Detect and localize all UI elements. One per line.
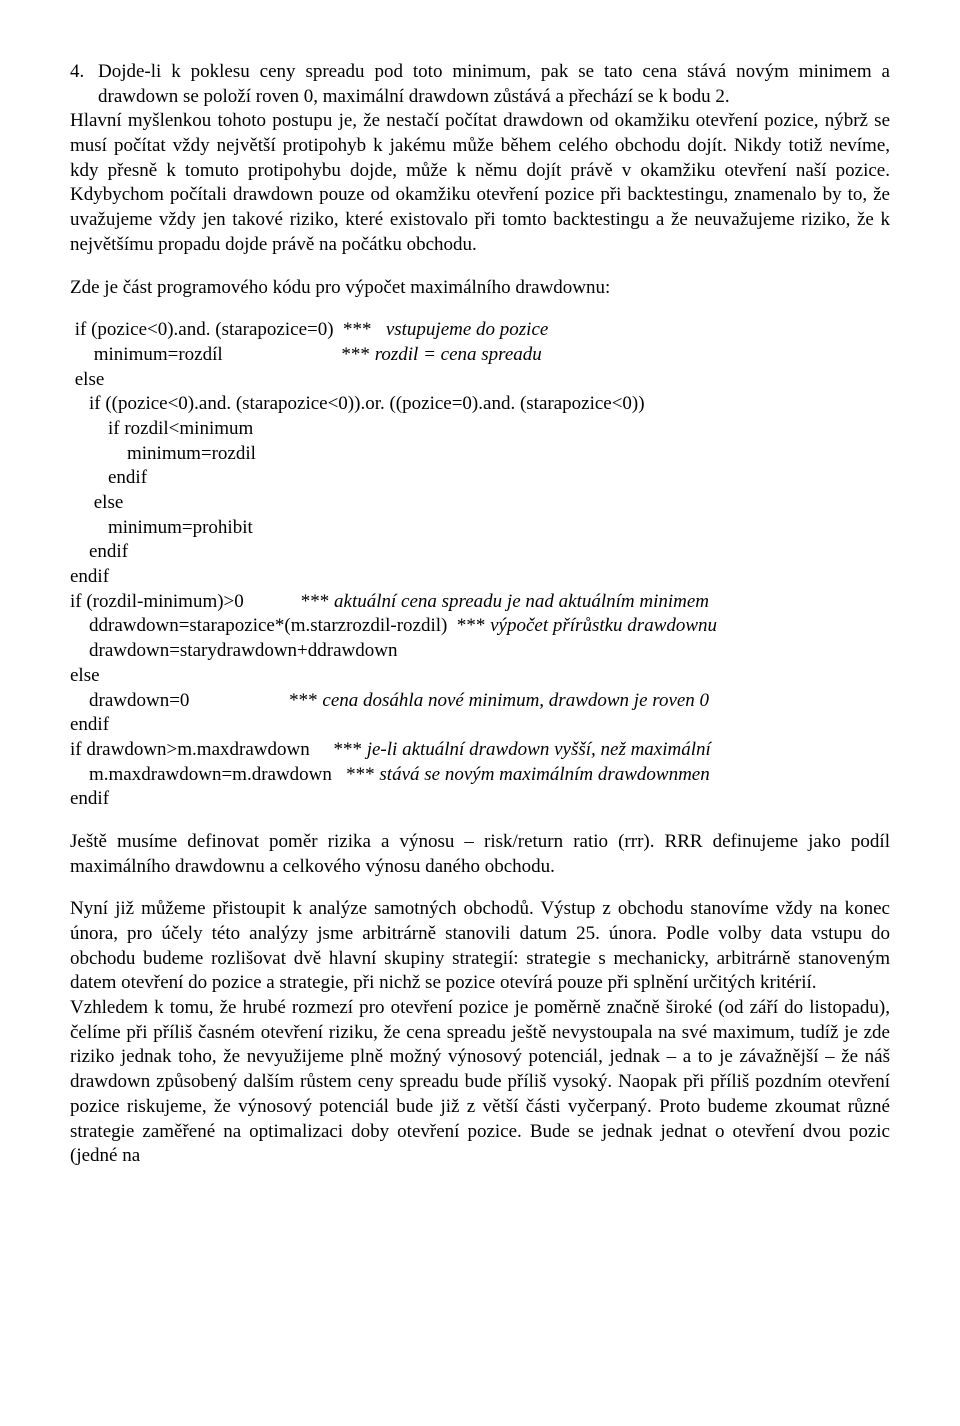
code-comment: vstupujeme do pozice [386, 319, 549, 340]
code-comment: rozdil = cena spreadu [375, 344, 542, 365]
code-line: if (rozdil-minimum)>0 *** [70, 591, 334, 612]
numbered-item-4: 4. Dojde-li k poklesu ceny spreadu pod t… [70, 60, 890, 109]
code-line: endif [70, 541, 128, 562]
paragraph-code-intro: Zde je část programového kódu pro výpoče… [70, 276, 890, 301]
paragraph-analysis-cont: Vzhledem k tomu, že hrubé rozmezí pro ot… [70, 996, 890, 1169]
code-comment: je-li aktuální drawdown vyšší, než maxim… [367, 739, 711, 760]
code-line: if rozdil<minimum [70, 418, 253, 439]
code-line: else [70, 492, 123, 513]
code-line: endif [70, 566, 109, 587]
code-line: minimum=prohibit [70, 517, 253, 538]
code-line: if (pozice<0).and. (starapozice=0) *** [70, 319, 386, 340]
item-number: 4. [70, 60, 98, 109]
paragraph-rrr: Ještě musíme definovat poměr rizika a vý… [70, 830, 890, 879]
paragraph-analysis-intro: Nyní již můžeme přistoupit k analýze sam… [70, 897, 890, 996]
code-line: drawdown=starydrawdown+ddrawdown [70, 640, 397, 661]
code-comment: cena dosáhla nové minimum, drawdown je r… [322, 690, 709, 711]
code-line: ddrawdown=starapozice*(m.starzrozdil-roz… [70, 615, 490, 636]
code-comment: stává se novým maximálním drawdownmen [379, 764, 709, 785]
code-line: else [70, 369, 104, 390]
paragraph-main-idea: Hlavní myšlenkou tohoto postupu je, že n… [70, 109, 890, 257]
code-line: m.maxdrawdown=m.drawdown *** [70, 764, 379, 785]
code-block: if (pozice<0).and. (starapozice=0) *** v… [70, 318, 890, 812]
code-line: endif [70, 467, 147, 488]
code-line: minimum=rozdil [70, 443, 256, 464]
code-line: if drawdown>m.maxdrawdown *** [70, 739, 367, 760]
code-line: minimum=rozdíl *** [70, 344, 375, 365]
code-line: endif [70, 788, 109, 809]
code-comment: aktuální cena spreadu je nad aktuálním m… [334, 591, 709, 612]
code-comment: výpočet přírůstku drawdownu [490, 615, 717, 636]
item-text: Dojde-li k poklesu ceny spreadu pod toto… [98, 60, 890, 109]
code-line: if ((pozice<0).and. (starapozice<0)).or.… [70, 393, 645, 414]
code-line: endif [70, 714, 109, 735]
code-line: else [70, 665, 100, 686]
code-line: drawdown=0 *** [70, 690, 322, 711]
